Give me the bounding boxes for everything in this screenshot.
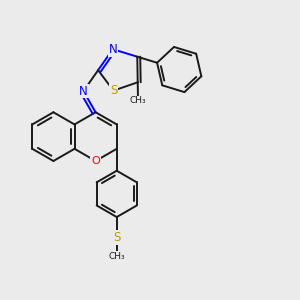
Text: CH₃: CH₃ xyxy=(130,96,146,105)
Text: CH₃: CH₃ xyxy=(108,251,125,260)
Text: O: O xyxy=(91,156,100,166)
Text: S: S xyxy=(110,84,117,97)
Text: N: N xyxy=(79,85,88,98)
Text: N: N xyxy=(108,43,117,56)
Text: S: S xyxy=(113,231,120,244)
